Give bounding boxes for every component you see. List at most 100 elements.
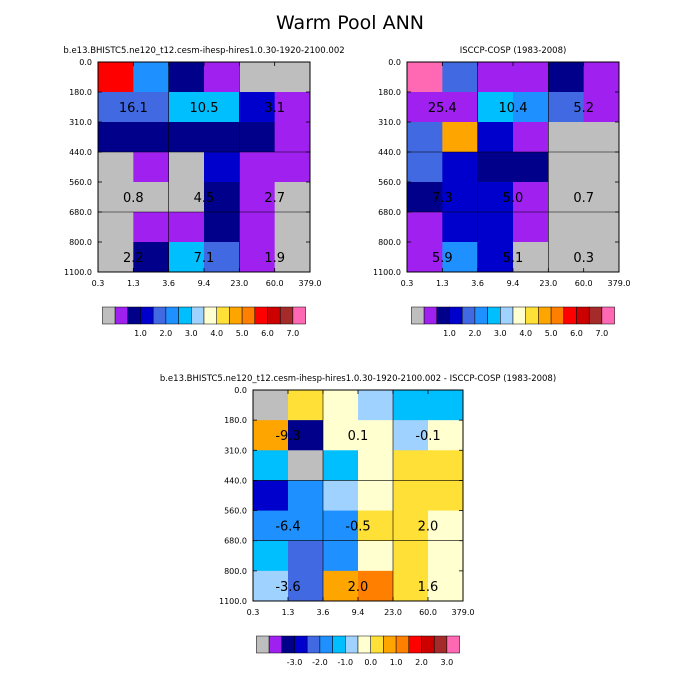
heatmap-cell [513, 212, 549, 243]
heatmap-cell [323, 450, 359, 481]
colorbar-swatch [102, 306, 116, 325]
y-tick-label: 560.0 [69, 178, 92, 187]
colorbar-swatch [191, 306, 205, 325]
cell-annotation: -3.6 [275, 580, 300, 595]
heatmap-cell [583, 152, 620, 183]
heatmap-cell [168, 92, 205, 123]
heatmap-cell [288, 570, 324, 602]
heatmap-cell [358, 540, 394, 572]
heatmap-cell [98, 92, 134, 123]
heatmap-cell [477, 62, 514, 93]
heatmap-cell [253, 420, 289, 451]
y-tick-label: 180.0 [69, 88, 92, 97]
x-tick-label: 3.6 [317, 608, 330, 617]
heatmap-cell [513, 62, 549, 93]
heatmap-cell [358, 480, 394, 512]
heatmap-cell [548, 212, 585, 243]
heatmap-cell [98, 212, 134, 243]
heatmap-cell [442, 212, 479, 243]
heatmap-cell [442, 122, 479, 153]
heatmap-cell [393, 540, 429, 572]
colorbar-label: -3.0 [287, 658, 303, 667]
colorbar-swatch [256, 635, 270, 654]
heatmap-cell [274, 212, 311, 243]
colorbar-swatch [525, 306, 539, 325]
cell-annotation: 0.3 [573, 251, 594, 266]
colorbar-swatch [601, 306, 615, 325]
y-tick-label: 0.0 [234, 386, 247, 395]
colorbar-label: 2.0 [415, 658, 428, 667]
cell-annotation: -0.1 [415, 429, 440, 444]
colorbar-swatch [254, 306, 268, 325]
heatmap-cell [239, 152, 276, 183]
colorbar-swatch [411, 306, 425, 325]
heatmap-cell [204, 182, 240, 213]
heatmap-cell [548, 242, 585, 273]
heatmap-cell [98, 152, 134, 183]
heatmap-cell [274, 182, 311, 213]
colorbar-swatch [446, 635, 460, 654]
colorbar-swatch [165, 306, 179, 325]
y-tick-label: 0.0 [79, 58, 92, 67]
heatmap-cell [323, 540, 359, 572]
cell-annotation: 5.2 [573, 101, 594, 116]
x-tick-label: 60.0 [419, 608, 437, 617]
x-tick-label: 0.3 [401, 279, 414, 288]
y-tick-label: 680.0 [224, 537, 247, 546]
heatmap-cell [513, 242, 549, 273]
heatmap-cell [407, 242, 443, 273]
cell-annotation: 1.9 [264, 251, 285, 266]
panel-3: b.e13.BHISTC5.ne120_t12.cesm-ihesp-hires… [160, 374, 556, 667]
y-tick-label: 440.0 [378, 148, 401, 157]
heatmap-cell [428, 420, 464, 451]
heatmap-cell [133, 152, 170, 183]
heatmap-cell [253, 480, 289, 512]
heatmap-cell [168, 182, 205, 213]
heatmap-cell [393, 510, 429, 542]
colorbar-swatch [178, 306, 192, 325]
heatmap-cell [477, 92, 514, 123]
heatmap-cell [583, 242, 620, 273]
heatmap-cell [133, 122, 170, 153]
cell-annotation: 2.0 [348, 580, 369, 595]
colorbar-swatch [241, 306, 256, 325]
heatmap-cell [323, 390, 359, 421]
heatmap-cell [98, 122, 134, 153]
cell-annotation: 5.1 [503, 251, 524, 266]
heatmap-cell [407, 92, 443, 123]
heatmap-cell [407, 182, 443, 213]
colorbar-label: 4.0 [519, 329, 532, 338]
heatmap-cell [168, 122, 205, 153]
colorbar-label: 7.0 [287, 329, 300, 338]
colorbar-swatch [423, 306, 438, 325]
y-tick-label: 800.0 [69, 238, 92, 247]
heatmap-cell [428, 480, 464, 512]
heatmap-cell [548, 182, 585, 213]
colorbar-swatch [436, 306, 450, 325]
heatmap-cell [358, 390, 394, 421]
y-tick-label: 560.0 [224, 507, 247, 516]
colorbar-swatch [449, 306, 463, 325]
heatmap-cell [358, 420, 394, 451]
cell-annotation: 5.0 [503, 191, 524, 206]
colorbar-label: -1.0 [337, 658, 353, 667]
colorbar-label: 1.0 [134, 329, 147, 338]
heatmap-cell [477, 182, 514, 213]
heatmap-cell [358, 450, 394, 481]
heatmap-cell [239, 62, 276, 93]
colorbar-swatch [576, 306, 590, 325]
y-tick-label: 180.0 [224, 416, 247, 425]
heatmap-cell [253, 450, 289, 481]
panel-title: b.e13.BHISTC5.ne120_t12.cesm-ihesp-hires… [63, 46, 344, 56]
heatmap-cell [428, 450, 464, 481]
cell-annotation: 10.4 [499, 101, 528, 116]
heatmap-cell [253, 570, 289, 602]
heatmap-cell [442, 242, 479, 273]
y-tick-label: 1100.0 [64, 268, 92, 277]
colorbar-label: 4.0 [210, 329, 223, 338]
y-tick-label: 310.0 [378, 118, 401, 127]
colorbar-swatch [421, 635, 435, 654]
heatmap-cell [168, 152, 205, 183]
panel-1: b.e13.BHISTC5.ne120_t12.cesm-ihesp-hires… [63, 46, 344, 338]
